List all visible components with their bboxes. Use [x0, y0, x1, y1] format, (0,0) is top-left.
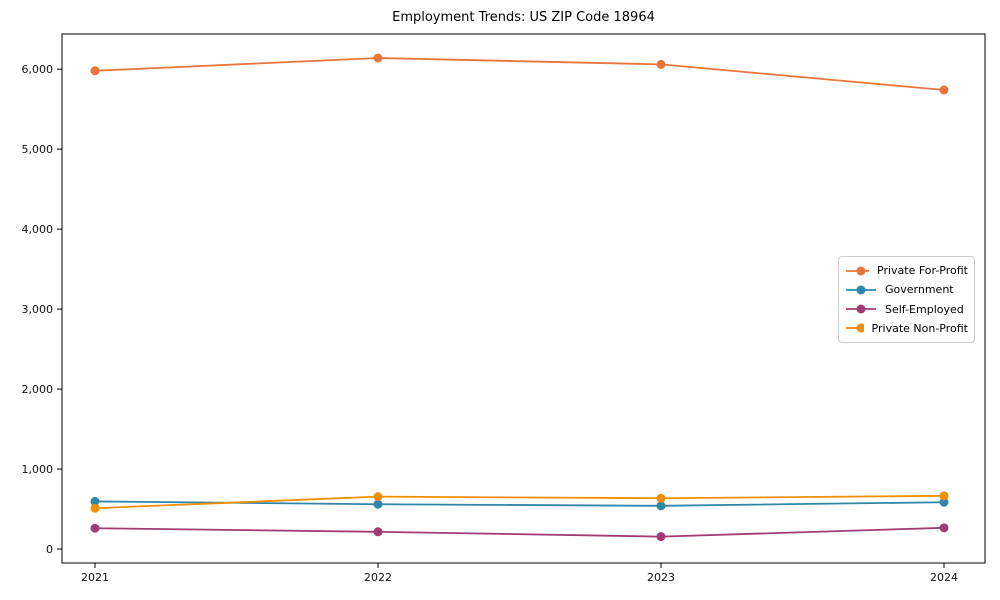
data-point-government — [656, 501, 666, 511]
legend-item-private-for-profit: Private For-Profit — [845, 264, 968, 277]
y-tick-label: 0 — [46, 543, 53, 556]
legend-label: Private For-Profit — [877, 264, 968, 278]
legend-item-self-employed: Self-Employed — [845, 303, 968, 316]
legend-label: Government — [885, 283, 954, 297]
chart-title: Employment Trends: US ZIP Code 18964 — [392, 10, 655, 25]
y-tick-label: 2,000 — [22, 383, 54, 396]
data-point-self-employed — [939, 523, 949, 533]
data-point-private-non-profit — [939, 491, 949, 501]
x-tick-label: 2024 — [930, 571, 958, 584]
x-tick-label: 2022 — [364, 571, 392, 584]
legend-line-marker-swatch — [846, 285, 876, 295]
data-point-private-for-profit — [373, 53, 383, 63]
legend-marker — [856, 323, 864, 333]
y-tick-label: 4,000 — [22, 223, 54, 236]
data-point-private-for-profit — [90, 66, 100, 76]
data-point-private-non-profit — [373, 492, 383, 502]
x-tick-label: 2021 — [81, 571, 109, 584]
series-line-private-for-profit — [94, 57, 945, 91]
data-point-self-employed — [656, 532, 666, 542]
legend-line-marker-swatch — [846, 323, 864, 333]
y-tick-label: 6,000 — [22, 63, 54, 76]
legend-label: Private Non-Profit — [871, 321, 968, 335]
data-point-government — [373, 499, 383, 509]
data-point-private-non-profit — [90, 503, 100, 513]
data-point-government — [90, 496, 100, 506]
data-point-self-employed — [90, 523, 100, 533]
series-line-self-employed — [94, 526, 945, 538]
legend-marker — [856, 285, 866, 295]
legend-marker — [856, 266, 866, 276]
y-tick-label: 5,000 — [22, 143, 54, 156]
legend-item-government: Government — [845, 283, 968, 296]
legend-marker — [856, 304, 866, 314]
data-point-government — [939, 497, 949, 507]
data-point-private-for-profit — [656, 59, 666, 69]
y-tick-label: 1,000 — [22, 463, 54, 476]
legend-line-marker-swatch — [846, 304, 876, 314]
legend: Private For-Profit Government Self-Employe… — [838, 256, 975, 343]
plot-border — [61, 33, 986, 564]
x-tick-label: 2023 — [647, 571, 675, 584]
legend-label: Self-Employed — [885, 302, 964, 316]
data-point-private-for-profit — [939, 85, 949, 95]
legend-item-private-non-profit: Private Non-Profit — [845, 322, 968, 335]
legend-line-marker-swatch — [846, 266, 869, 276]
y-tick-label: 3,000 — [22, 303, 54, 316]
data-point-private-non-profit — [656, 493, 666, 503]
series-line-private-non-profit — [94, 494, 945, 510]
data-point-self-employed — [373, 527, 383, 537]
